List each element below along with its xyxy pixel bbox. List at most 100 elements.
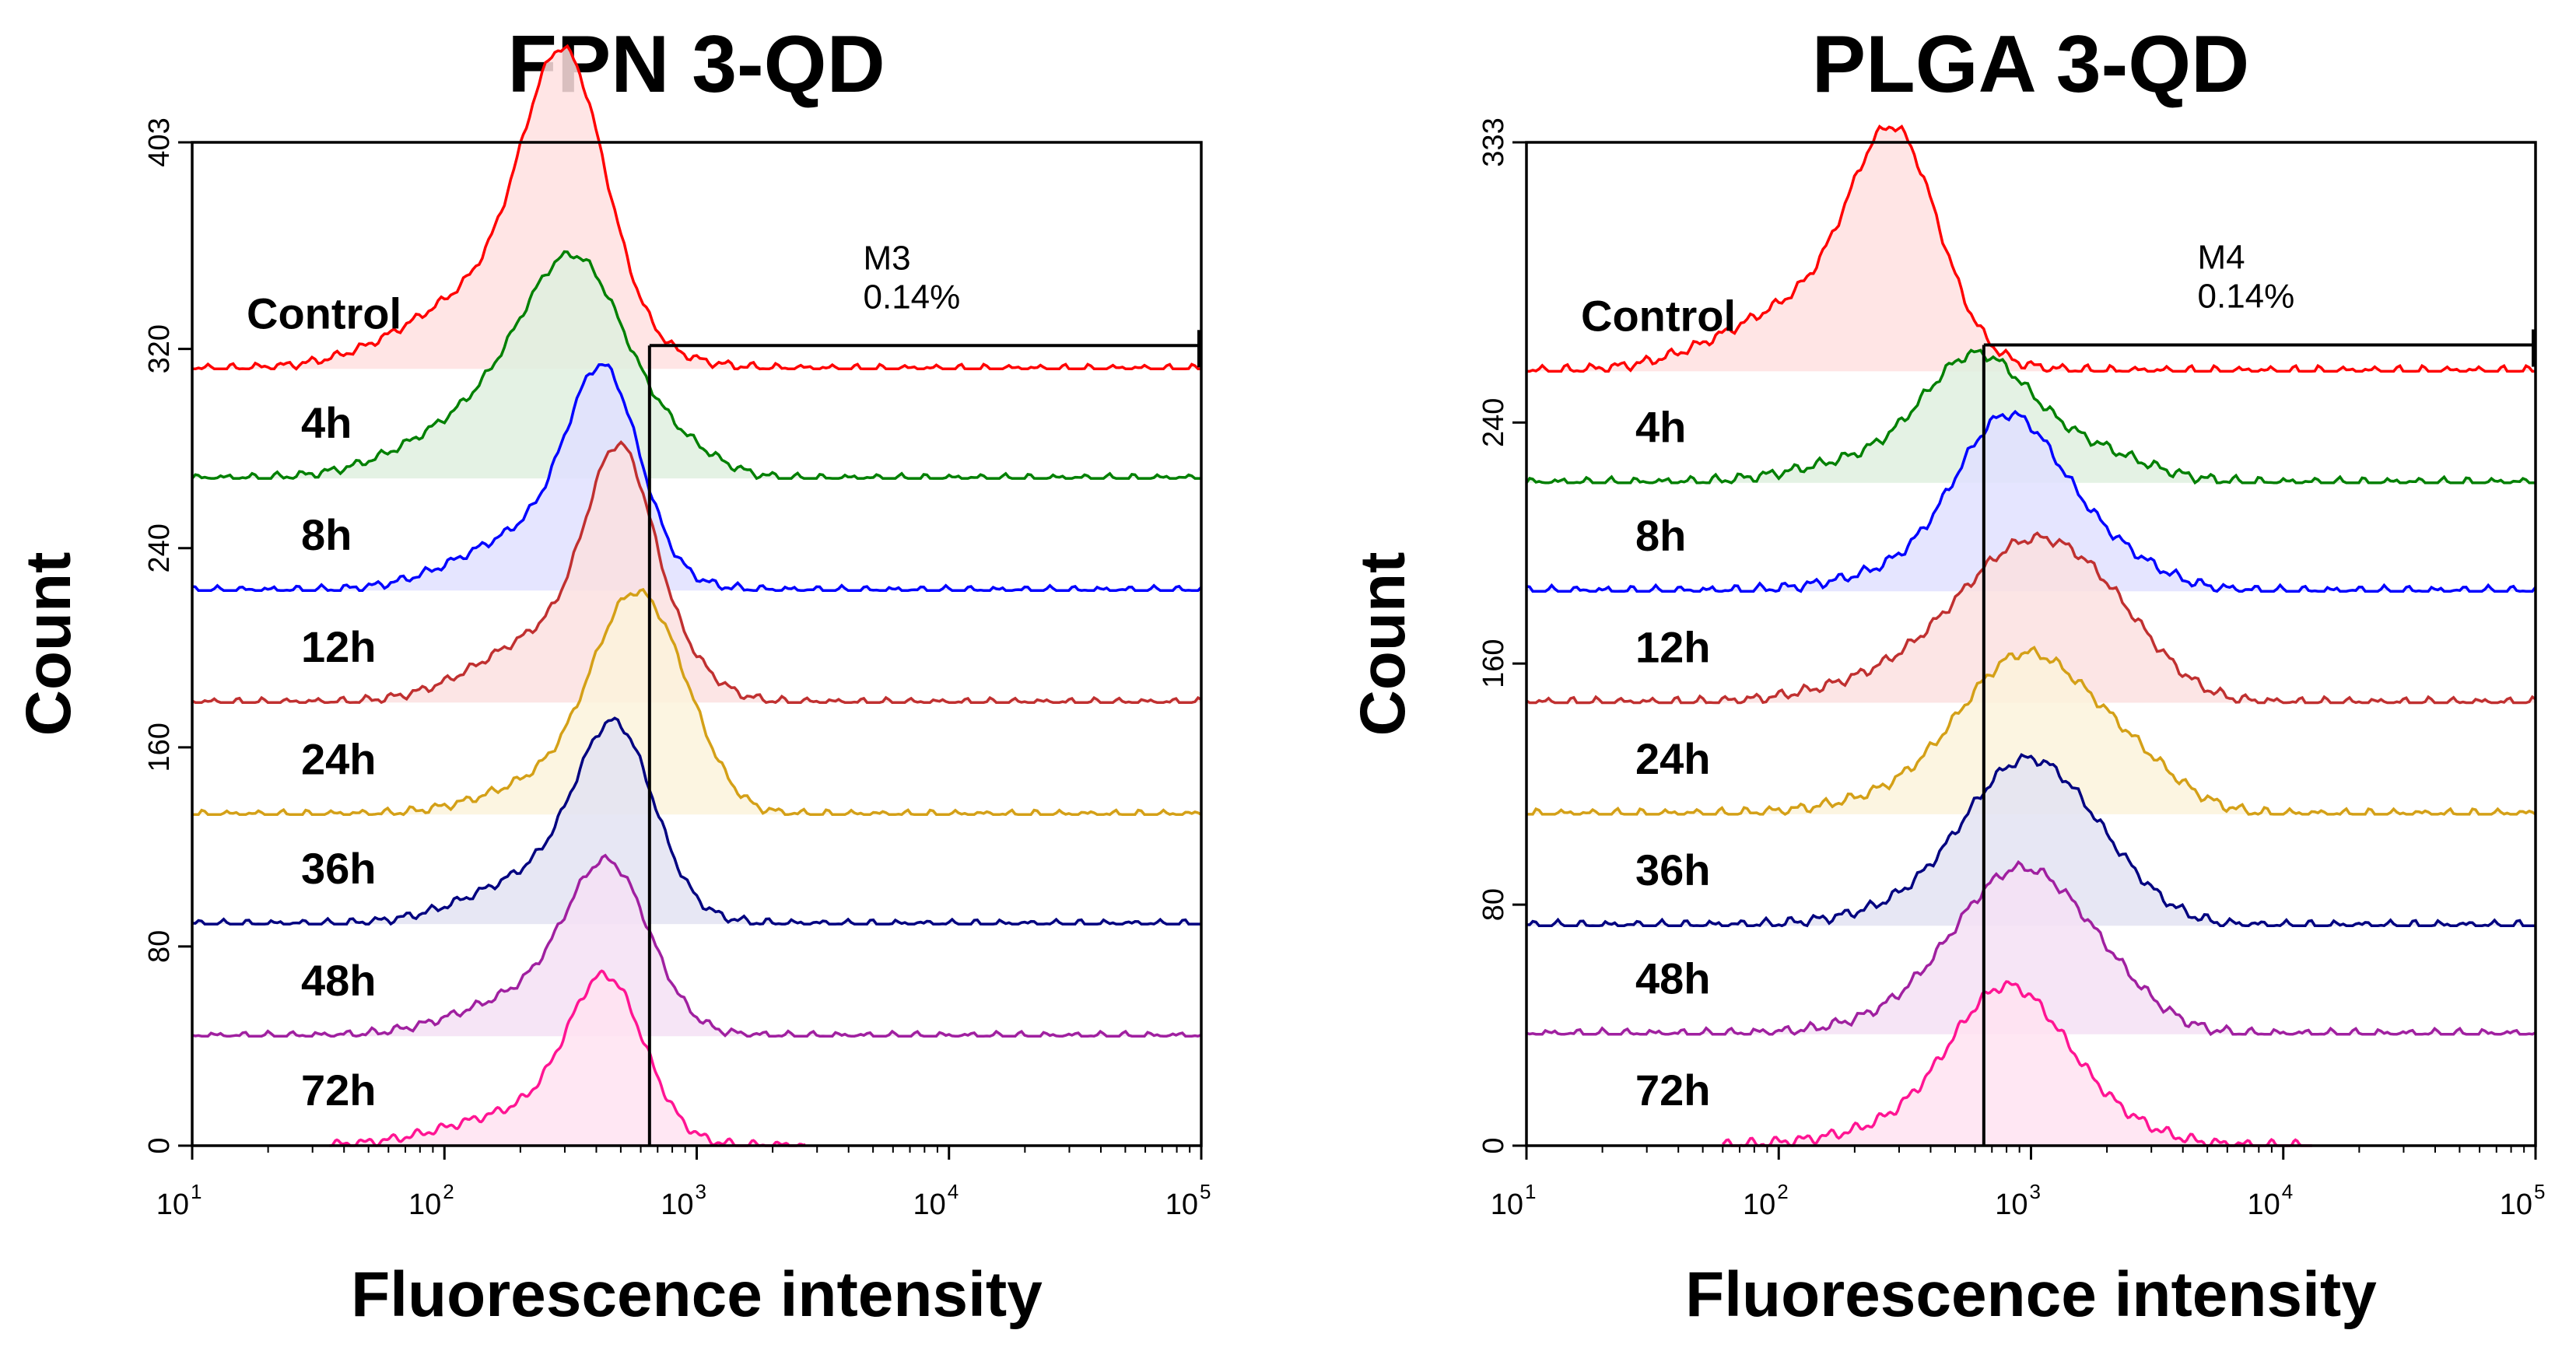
x-tick-base: 10 <box>1491 1188 1523 1221</box>
series-line-72h <box>329 969 807 1147</box>
x-tick-label-3: 10 4 <box>913 1180 959 1221</box>
series-line-24h <box>1526 646 2536 816</box>
x-tick-label-3: 10 4 <box>2247 1180 2293 1221</box>
y-tick-label: 320 <box>143 324 176 373</box>
x-tick-label-1: 10 2 <box>1743 1180 1789 1221</box>
series-fill-control <box>1526 126 2536 372</box>
x-tick-exponent: 4 <box>948 1180 959 1203</box>
series-control <box>1526 124 2536 373</box>
x-tick-exponent: 1 <box>191 1180 202 1203</box>
series-line-control <box>1526 124 2536 373</box>
y-tick-label: 333 <box>1477 117 1510 166</box>
series-line-72h <box>1722 980 2312 1147</box>
series-12h <box>1526 531 2536 705</box>
row-label-8h: 8h <box>1635 511 1686 560</box>
x-tick-label-0: 10 1 <box>1491 1180 1537 1221</box>
panel-plga: PLGA 3-QD Fluorescence intensity Count Cont… <box>1348 19 2545 1330</box>
x-tick-exponent: 3 <box>2030 1180 2041 1203</box>
series-fill-72h <box>1723 982 2312 1146</box>
series-line-48h <box>1526 859 2536 1037</box>
y-tick-label: 80 <box>143 930 176 963</box>
series-fill-8h <box>1526 411 2536 592</box>
x-tick-exponent: 1 <box>1525 1180 1536 1203</box>
x-axis-title: Fluorescence intensity <box>1685 1259 2377 1330</box>
x-tick-base: 10 <box>1743 1188 1775 1221</box>
series-line-8h <box>1526 409 2537 593</box>
x-tick-label-4: 10 5 <box>2500 1180 2546 1221</box>
panel-title: PLGA 3-QD <box>1812 19 2249 110</box>
x-tick-base: 10 <box>1995 1188 2028 1221</box>
y-tick-label: 80 <box>1477 888 1510 921</box>
series-24h <box>192 587 1202 817</box>
y-tick-label: 160 <box>1477 639 1510 688</box>
x-tick-exponent: 4 <box>2282 1180 2293 1203</box>
y-tick-label: 0 <box>143 1137 176 1153</box>
marker-percent: 0.14% <box>864 278 961 316</box>
x-tick-exponent: 5 <box>1200 1180 1211 1203</box>
series-line-36h <box>1526 753 2536 928</box>
x-tick-base: 10 <box>408 1188 441 1221</box>
series-fill-24h <box>192 590 1201 815</box>
row-label-12h: 12h <box>301 622 377 671</box>
series-line-control <box>192 44 1201 371</box>
x-tick-exponent: 2 <box>1777 1180 1788 1203</box>
x-tick-label-0: 10 1 <box>156 1180 202 1221</box>
x-tick-base: 10 <box>661 1188 693 1221</box>
series-4h <box>1525 348 2536 485</box>
series-fill-72h <box>329 971 806 1146</box>
series-36h <box>191 716 1201 926</box>
x-tick-exponent: 5 <box>2534 1180 2545 1203</box>
marker-name: M4 <box>2198 239 2245 277</box>
series-48h <box>1526 859 2536 1037</box>
series-48h <box>191 853 1202 1038</box>
row-label-24h: 24h <box>301 734 377 783</box>
row-label-36h: 36h <box>301 844 377 893</box>
series-line-24h <box>192 587 1202 817</box>
x-tick-label-2: 10 3 <box>661 1180 706 1221</box>
series-line-8h <box>191 363 1203 593</box>
series-fill-12h <box>1526 533 2536 703</box>
x-tick-exponent: 2 <box>443 1180 454 1203</box>
x-tick-label-2: 10 3 <box>1995 1180 2041 1221</box>
row-label-8h: 8h <box>301 510 352 559</box>
y-tick-label: 240 <box>1477 398 1510 447</box>
row-label-72h: 72h <box>1635 1066 1711 1115</box>
x-tick-base: 10 <box>156 1188 189 1221</box>
series-line-4h <box>1525 348 2536 485</box>
x-tick-base: 10 <box>2247 1188 2280 1221</box>
series-line-48h <box>191 853 1202 1038</box>
x-axis-title: Fluorescence intensity <box>351 1259 1043 1330</box>
row-label-12h: 12h <box>1635 623 1711 672</box>
y-tick-label: 0 <box>1477 1137 1510 1153</box>
x-tick-base: 10 <box>913 1188 945 1221</box>
x-tick-base: 10 <box>2500 1188 2532 1221</box>
series-line-4h <box>191 250 1201 481</box>
series-line-36h <box>191 716 1201 926</box>
series-line-12h <box>1526 531 2536 705</box>
row-label-4h: 4h <box>301 398 352 447</box>
row-label-24h: 24h <box>1635 734 1711 783</box>
series-4h <box>191 250 1201 481</box>
row-label-48h: 48h <box>1635 954 1711 1003</box>
y-tick-label: 160 <box>143 723 176 772</box>
series-control <box>192 44 1201 371</box>
series-fill-36h <box>1526 754 2536 926</box>
y-axis-title: Count <box>1348 552 1418 737</box>
series-fill-24h <box>1526 647 2536 814</box>
row-label-48h: 48h <box>301 956 377 1005</box>
x-tick-label-4: 10 5 <box>1165 1180 1211 1221</box>
x-tick-exponent: 3 <box>696 1180 706 1203</box>
row-label-control: Control <box>247 289 401 338</box>
row-label-36h: 36h <box>1635 845 1711 894</box>
series-8h <box>1526 409 2537 593</box>
y-axis-title: Count <box>13 552 84 737</box>
series-fill-48h <box>1526 862 2536 1034</box>
series-72h <box>329 969 807 1147</box>
row-label-4h: 4h <box>1635 403 1686 452</box>
y-tick-label: 403 <box>143 117 176 166</box>
series-8h <box>191 363 1203 593</box>
x-tick-label-1: 10 2 <box>408 1180 454 1221</box>
y-tick-label: 240 <box>143 523 176 572</box>
